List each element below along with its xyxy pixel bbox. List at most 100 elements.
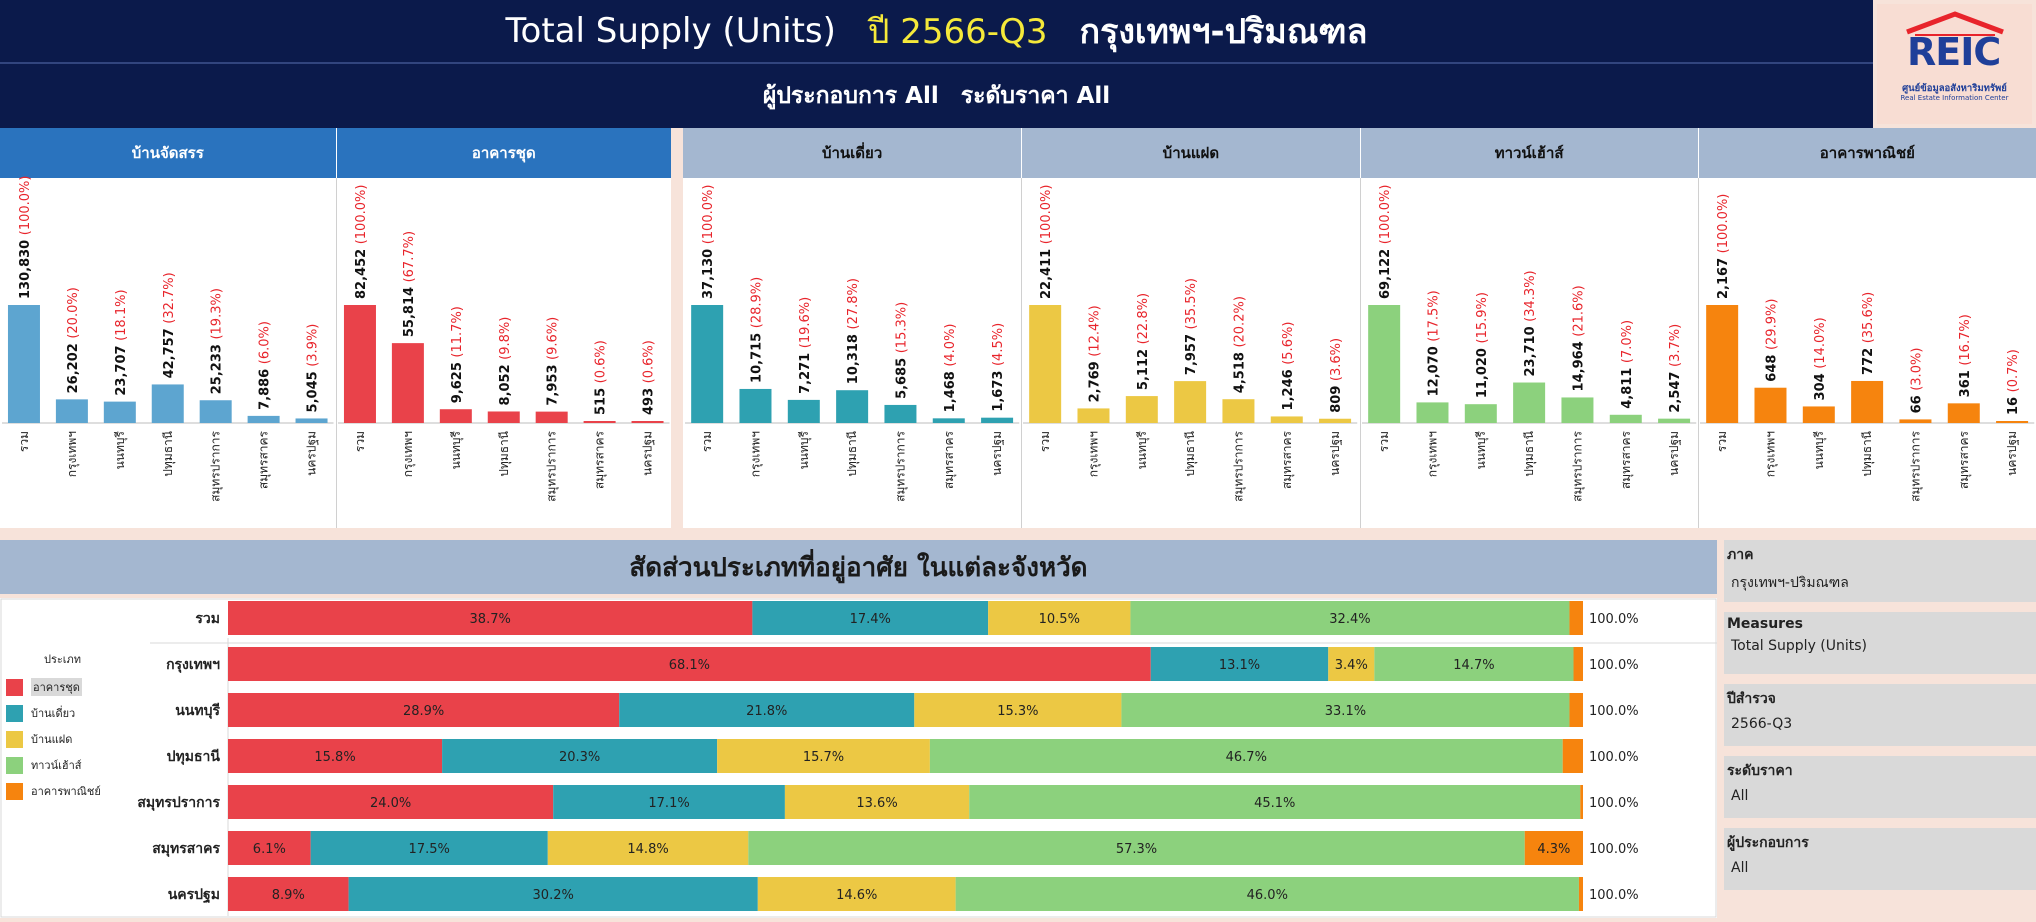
legend-item-townhouse[interactable]: ทาวน์เฮ้าส์ — [6, 752, 136, 778]
bar-value-label: 5,685 (15.3%) — [894, 302, 909, 399]
legend-item-detached[interactable]: บ้านเดี่ยว — [6, 700, 136, 726]
stacked-segment — [228, 877, 349, 911]
row-label: นครปฐม — [168, 887, 220, 904]
title-row: Total Supply (Units) ปี 2566-Q3 กรุงเทพฯ… — [0, 0, 1873, 62]
bar-value-label: 10,715 (28.9%) — [749, 277, 764, 383]
bar-value-label: 4,518 (20.2%) — [1233, 296, 1248, 393]
bar-value-label: 7,886 (6.0%) — [258, 321, 273, 410]
bar-value-label: 5,112 (22.8%) — [1136, 293, 1151, 390]
segment-label: 13.6% — [856, 796, 897, 811]
bar-value-label: 1,468 (4.0%) — [943, 324, 958, 413]
bar — [1174, 381, 1207, 423]
stacked-segment — [1121, 693, 1570, 727]
stacked-segment — [1573, 647, 1583, 681]
legend-label: ทาวน์เฮ้าส์ — [31, 759, 82, 772]
stacked-segment — [228, 601, 753, 635]
bar-value-label: 8,052 (9.8%) — [497, 317, 512, 406]
segment-label: 45.1% — [1254, 796, 1295, 811]
category-label: นนทบุรี — [113, 430, 128, 469]
segment-label: 4.3% — [1537, 842, 1570, 857]
category-label: รวม — [352, 431, 366, 452]
stacked-segment — [1524, 831, 1583, 865]
legend-item-condo[interactable]: อาคารชุด — [6, 674, 136, 700]
bar-value-label: 361 (16.7%) — [1958, 314, 1973, 397]
category-label: รวม — [700, 431, 714, 452]
segment-label: 17.4% — [850, 612, 891, 627]
category-label: ปทุมธานี — [161, 431, 176, 477]
segment-label: 14.8% — [627, 842, 668, 857]
bar-value-label: 9,625 (11.7%) — [449, 306, 464, 403]
category-label: นนทบุรี — [1135, 430, 1150, 469]
bar-value-label: 2,769 (12.4%) — [1088, 305, 1103, 402]
category-label: ปทุมธานี — [496, 431, 511, 477]
stacked-segment — [228, 831, 311, 865]
bar — [932, 418, 965, 423]
row-total-label: 100.0% — [1589, 888, 1639, 903]
chart-header: อาคารชุด — [336, 128, 671, 178]
category-label: นครปฐม — [2005, 431, 2019, 476]
bar-value-label: 69,122 (100.0%) — [1378, 185, 1393, 299]
bar-value-label: 2,167 (100.0%) — [1716, 194, 1731, 299]
category-label: นครปฐม — [1328, 431, 1342, 476]
stacked-segment — [553, 785, 785, 819]
bar — [295, 418, 328, 423]
bar — [55, 399, 88, 423]
bar-value-label: 14,964 (21.6%) — [1571, 285, 1586, 391]
bar — [1899, 419, 1932, 423]
stacked-segment — [228, 739, 443, 773]
chart-header: ทาวน์เฮ้าส์ — [1360, 128, 1698, 178]
bar — [981, 417, 1014, 423]
stacked-bar-chart: รวม 38.7% 17.4% 10.5% 32.4% 100.0% กรุงเทพฯ 68.… — [0, 598, 1717, 918]
filter-price-level[interactable]: ระดับราคา All — [1724, 756, 2036, 818]
filter-region[interactable]: ภาค กรุงเทพฯ-ปริมณฑล — [1724, 540, 2036, 602]
category-label: สมุทรสาคร — [257, 430, 272, 489]
bar — [1271, 416, 1304, 423]
bar — [739, 388, 772, 423]
bar-value-label: 23,710 (34.3%) — [1523, 270, 1538, 376]
bar — [1802, 406, 1835, 423]
bar — [439, 409, 472, 423]
bar — [1512, 382, 1545, 423]
legend-label: อาคารพาณิชย์ — [31, 785, 101, 798]
segment-label: 46.0% — [1247, 888, 1288, 903]
filter-label: ปีสำรวจ — [1727, 691, 1776, 707]
bar — [884, 404, 917, 423]
bar — [391, 343, 424, 423]
year-label: ปี 2566-Q3 — [867, 12, 1048, 52]
filter-value: กรุงเทพฯ-ปริมณฑล — [1731, 575, 1849, 591]
filter-measures[interactable]: Measures Total Supply (Units) — [1724, 612, 2036, 674]
bar-value-label: 304 (14.0%) — [1813, 317, 1828, 400]
bar — [1029, 305, 1062, 423]
legend-item-semidetached[interactable]: บ้านแฝด — [6, 726, 136, 752]
bar — [1560, 397, 1593, 423]
category-label: นครปฐม — [640, 431, 654, 476]
legend-label: บ้านแฝด — [31, 733, 73, 746]
bar-value-label: 130,830 (100.0%) — [18, 176, 33, 299]
bar-value-label: 66 (3.0%) — [1909, 348, 1924, 414]
filter-developer[interactable]: ผู้ประกอบการ All — [1724, 828, 2036, 890]
logo-text: REIC — [1907, 30, 2001, 74]
stacked-segment — [547, 831, 749, 865]
category-label: รวม — [1715, 431, 1729, 452]
category-label: สมุทรสาคร — [1957, 430, 1972, 489]
category-label: ปทุมธานี — [1522, 431, 1537, 477]
chart-header: บ้านเดี่ยว — [683, 128, 1022, 178]
segment-label: 15.7% — [803, 750, 844, 765]
filter-label: Measures — [1727, 616, 1803, 632]
stacked-segment — [1374, 647, 1574, 681]
segment-label: 38.7% — [470, 612, 511, 627]
bar-value-label: 7,953 (9.6%) — [545, 317, 560, 406]
bar — [535, 411, 568, 423]
category-label: สมุทรสาคร — [1618, 430, 1633, 489]
bar — [1754, 387, 1787, 423]
bar — [343, 305, 376, 423]
bar-chart-5: 2,167 (100.0%) รวม 648 (29.9%) กรุงเทพฯ 304 … — [1697, 178, 2034, 528]
stacked-segment — [752, 601, 989, 635]
filter-value: All — [1731, 860, 1749, 876]
filter-survey-year[interactable]: ปีสำรวจ 2566-Q3 — [1724, 684, 2036, 746]
category-label: สมุทรปราการ — [544, 430, 559, 501]
category-label: สมุทรปราการ — [1570, 430, 1585, 501]
category-label: นครปฐม — [990, 431, 1004, 476]
bar-value-label: 16 (0.7%) — [2006, 349, 2021, 415]
legend-item-commercial[interactable]: อาคารพาณิชย์ — [6, 778, 136, 804]
